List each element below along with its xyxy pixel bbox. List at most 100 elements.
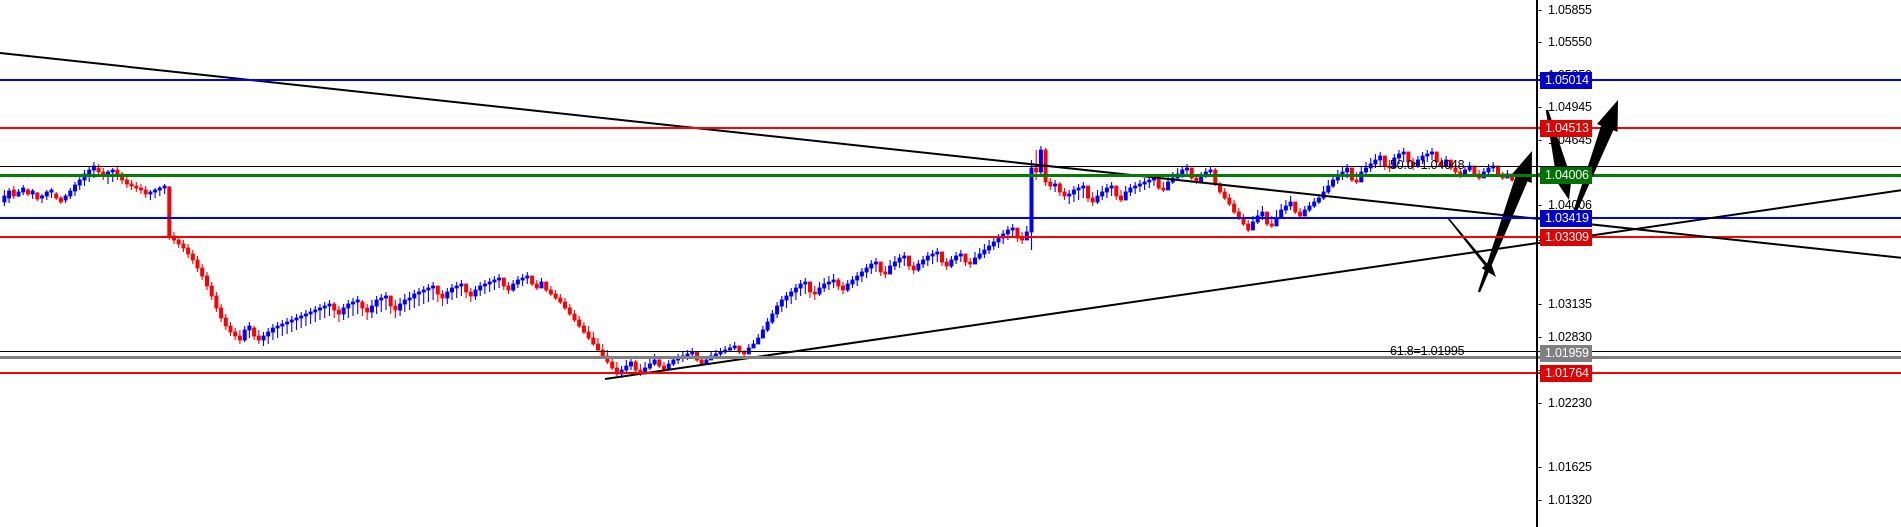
axis-tick-1.01625: -1.01625 [1538, 460, 1592, 474]
price-tag-1.03309[interactable]: 1.03309 [1540, 229, 1592, 246]
candle-body [73, 184, 78, 192]
candle-body [949, 259, 954, 267]
candle-body [742, 351, 747, 355]
candle-body [1316, 197, 1321, 203]
candle-body [63, 195, 68, 201]
candle-body [167, 186, 172, 237]
tick-mark-icon: - [1538, 493, 1543, 507]
tick-label: 1.03135 [1548, 297, 1592, 311]
candle-body [629, 361, 634, 367]
candle-body [591, 337, 596, 345]
candle-body [525, 275, 530, 279]
candle-body [134, 185, 139, 189]
candle-body [360, 301, 365, 309]
candle-body [666, 363, 671, 371]
candle-body [1029, 167, 1034, 233]
candle-body [982, 249, 987, 255]
candle-body [2, 195, 7, 203]
candle-body [944, 261, 949, 267]
candle-body [1147, 179, 1152, 183]
candle-body [1321, 191, 1326, 199]
candle-body [275, 325, 280, 329]
price-tag-1.01959[interactable]: 1.01959 [1540, 345, 1592, 362]
level-line-level-grey[interactable] [0, 355, 1536, 359]
level-line-support-red-lower[interactable] [0, 236, 1536, 238]
candle-body [930, 253, 935, 257]
candle-body [1401, 151, 1406, 155]
price-tag-1.04513[interactable]: 1.04513 [1540, 120, 1592, 137]
candle-body [148, 191, 153, 195]
arrow-up-thick-1[interactable] [1477, 151, 1532, 293]
price-axis[interactable]: -1.05855-1.05550-1.05250-1.04945-1.04645… [1536, 0, 1901, 527]
axis-tick-1.01320: -1.01320 [1538, 493, 1592, 507]
candle-body [803, 281, 808, 285]
candle-body [233, 331, 238, 337]
candle-body [58, 197, 63, 203]
candle-body [1199, 175, 1204, 183]
candle-body [1034, 167, 1039, 173]
candle-body [299, 315, 304, 319]
candle-body [699, 359, 704, 365]
candle-body [874, 261, 879, 265]
trendline-descending-resistance[interactable] [0, 52, 1536, 258]
candle-body [1302, 209, 1307, 217]
candle-body [21, 187, 26, 193]
candle-body [812, 291, 817, 295]
candle-body [1185, 167, 1190, 171]
candle-body [497, 277, 502, 281]
candle-body [421, 289, 426, 293]
candle-body [548, 289, 553, 295]
level-line-resistance-blue-upper[interactable] [0, 79, 1536, 81]
candle-body [294, 317, 299, 321]
candle-body [1307, 205, 1312, 211]
candle-body [1222, 191, 1227, 199]
candle-body [836, 279, 841, 287]
candle-body [317, 307, 322, 311]
candle-body [1326, 185, 1331, 193]
level-line-axis-support-blue-lower [1538, 217, 1901, 219]
tick-mark-icon: - [1538, 396, 1543, 410]
level-line-support-red-bottom[interactable] [0, 372, 1536, 374]
level-line-axis-fib-618-line [1538, 350, 1901, 352]
price-tag-1.01764[interactable]: 1.01764 [1540, 365, 1592, 382]
price-tag-1.04006[interactable]: 1.04006 [1540, 167, 1592, 184]
price-tag-1.05014[interactable]: 1.05014 [1540, 72, 1592, 89]
candle-body [1373, 159, 1378, 165]
candle-body [195, 259, 200, 269]
candle-body [398, 303, 403, 311]
price-tag-1.03419[interactable]: 1.03419 [1540, 210, 1592, 227]
candle-body [91, 165, 96, 171]
level-line-fib-50-line[interactable] [0, 165, 1536, 167]
tick-mark-icon: - [1538, 35, 1543, 49]
candle-body [242, 329, 247, 341]
candle-body [336, 309, 341, 315]
level-line-support-blue-lower[interactable] [0, 217, 1536, 219]
candle-body [572, 313, 577, 321]
level-line-axis-support-red-bottom [1538, 372, 1901, 374]
candle-body [987, 245, 992, 251]
tick-label: 1.05855 [1548, 3, 1592, 17]
candle-body [850, 279, 855, 285]
level-line-resistance-red-upper[interactable] [0, 127, 1536, 129]
candle-body [1137, 183, 1142, 187]
candle-body [1194, 177, 1199, 183]
candle-body [214, 295, 219, 309]
candle-body [760, 329, 765, 339]
candle-body [657, 359, 662, 367]
candle-body [520, 277, 525, 281]
candle-body [30, 190, 35, 195]
candle-body [355, 299, 360, 303]
level-line-axis-support-green [1538, 173, 1901, 177]
candle-body [393, 305, 398, 311]
candle-body [1269, 223, 1274, 227]
level-line-support-green[interactable] [0, 173, 1536, 177]
candle-body [577, 319, 582, 327]
candle-body [624, 365, 629, 371]
candle-body [567, 307, 572, 315]
arrow-down-thin-1[interactable] [1447, 217, 1496, 278]
candle-body [911, 265, 916, 271]
candle-body [482, 283, 487, 287]
plot-area[interactable] [0, 0, 1536, 527]
level-line-fib-618-line[interactable] [0, 350, 1536, 352]
